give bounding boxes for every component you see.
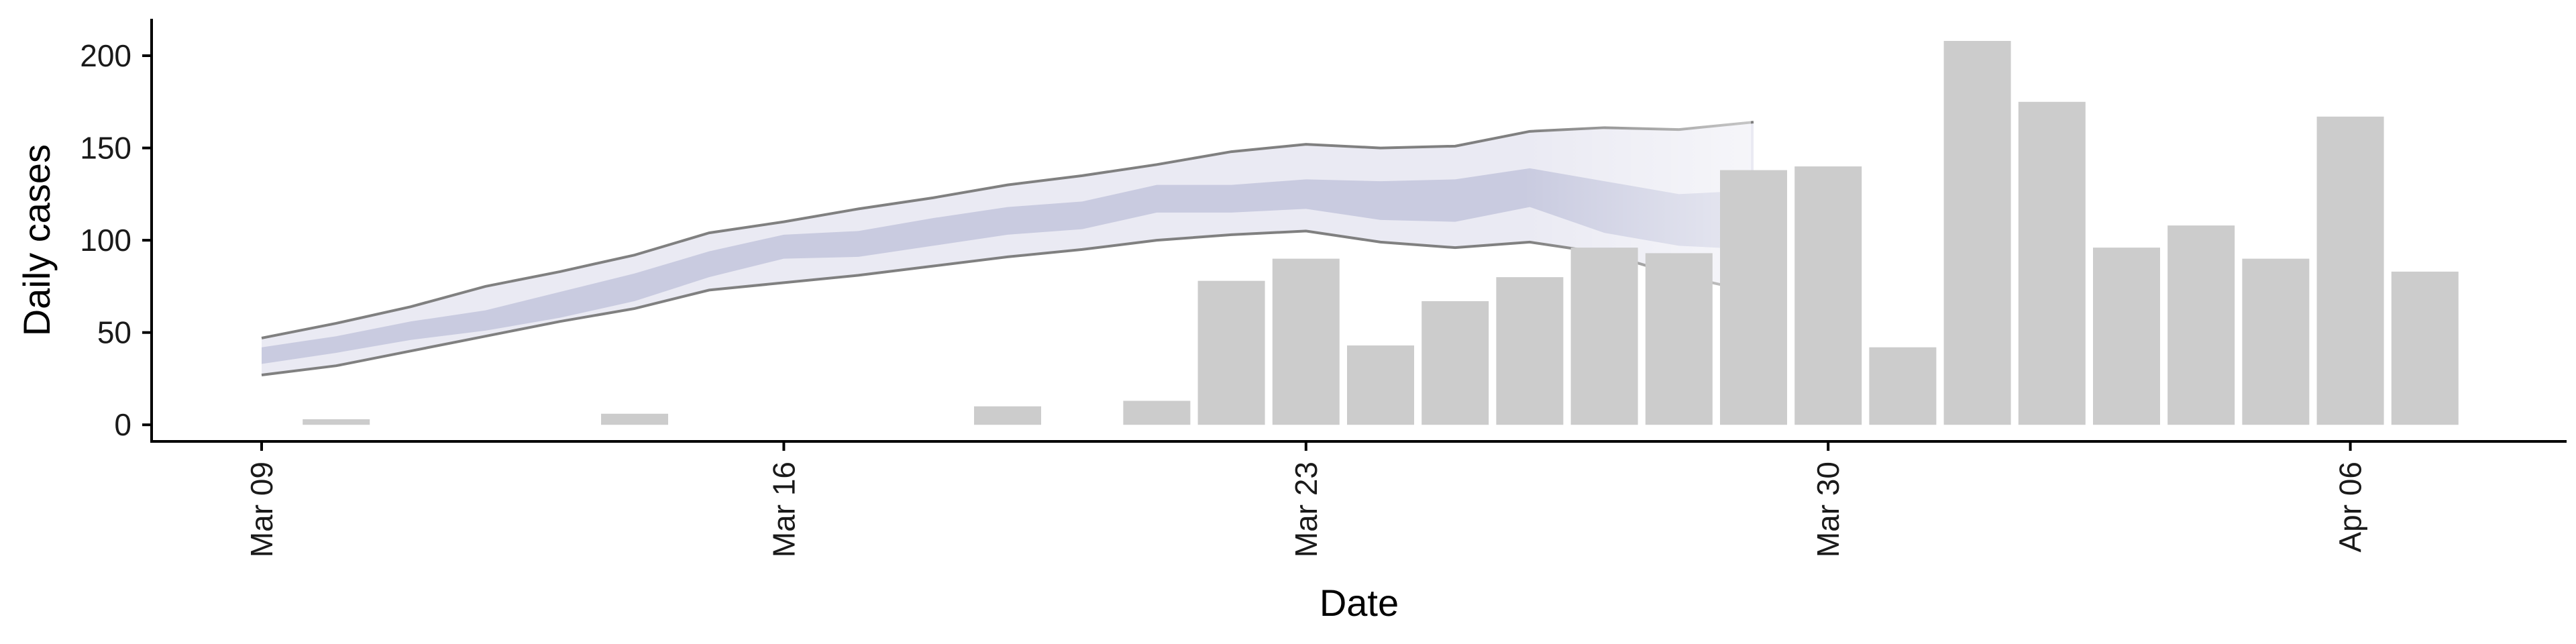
x-tick-label: Mar 09 [244,462,279,557]
projection-inner-band [262,168,1754,364]
bar [2391,271,2459,425]
x-tick-label: Mar 30 [1811,462,1845,557]
projection-upper-line [261,121,1754,339]
y-tick-label: 200 [80,38,131,73]
bar [1123,400,1191,425]
y-tick-label: 150 [80,131,131,166]
bar [1943,41,2011,425]
axes [142,19,2567,451]
bar [2018,101,2086,425]
bar [2167,225,2235,425]
bar [974,406,1041,425]
bar [1272,258,1340,425]
y-tick-label: 0 [114,407,131,442]
bar-series [303,41,2459,425]
bar [2242,258,2310,425]
y-tick-label: 100 [80,223,131,258]
bar [1347,345,1414,425]
x-tick-label: Apr 06 [2333,462,2368,553]
bar [1869,347,1937,425]
bar [303,419,370,425]
bar [1570,248,1638,425]
tick-labels: 0 50 100 150 200 Mar 09 Mar 16 Mar 23 Mar 30 Apr … [80,38,2367,557]
projection-lower-line [261,229,1754,376]
bar [1720,170,1787,425]
bar [1421,301,1489,425]
x-tick-label: Mar 16 [766,462,801,557]
bar [1794,166,1862,425]
bar [2093,248,2160,425]
bar [2316,116,2384,425]
bar [601,413,668,425]
x-axis-title: Date [1320,582,1399,624]
bar [1496,277,1564,425]
x-tick-label: Mar 23 [1289,462,1324,557]
y-axis-title: Daily cases [15,144,58,336]
bar [1197,280,1265,425]
bar [1645,253,1713,425]
y-tick-label: 50 [97,315,131,350]
